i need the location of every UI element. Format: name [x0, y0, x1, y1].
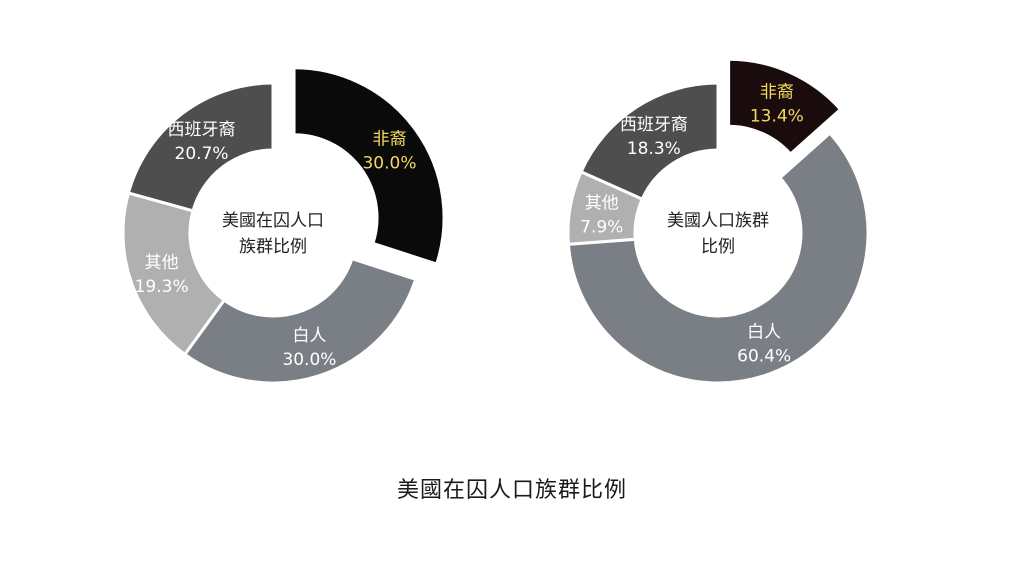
slice-hispanic — [126, 81, 275, 213]
slice-white — [182, 256, 418, 385]
slice-name-other: 其他 — [145, 253, 179, 273]
slice-value-black: 30.0% — [362, 153, 416, 173]
slice-value-other: 19.3% — [135, 277, 189, 297]
slice-name-black: 非裔 — [760, 83, 794, 103]
slice-value-hispanic: 18.3% — [627, 139, 681, 159]
slice-black — [727, 57, 843, 157]
slice-name-white: 白人 — [292, 326, 326, 346]
donut-chart-incarcerated: 非裔 30.0% 白人 30.0% 其他 19.3% 西班牙裔 20.7% 美國在囚人口族群比例 — [121, 66, 446, 385]
slice-name-white: 白人 — [747, 323, 781, 343]
slice-name-hispanic: 西班牙裔 — [620, 115, 688, 135]
center-label-line-2: 族群比例 — [239, 237, 307, 257]
slice-value-white: 60.4% — [737, 347, 791, 367]
slice-value-black: 13.4% — [750, 107, 804, 127]
center-label-line-2: 比例 — [701, 237, 735, 257]
slice-name-hispanic: 西班牙裔 — [168, 120, 236, 140]
center-label-line-1: 美國人口族群 — [667, 211, 769, 231]
slice-black — [292, 66, 446, 266]
slice-value-white: 30.0% — [282, 350, 336, 370]
slice-name-black: 非裔 — [372, 129, 406, 149]
center-label-line-1: 美國在囚人口 — [222, 211, 324, 231]
slice-hispanic — [579, 81, 720, 202]
chart-caption: 美國在囚人口族群比例 — [396, 478, 627, 503]
slice-white — [566, 130, 870, 385]
slice-name-other: 其他 — [585, 194, 619, 214]
slice-value-other: 7.9% — [580, 218, 623, 238]
slice-value-hispanic: 20.7% — [175, 144, 229, 164]
